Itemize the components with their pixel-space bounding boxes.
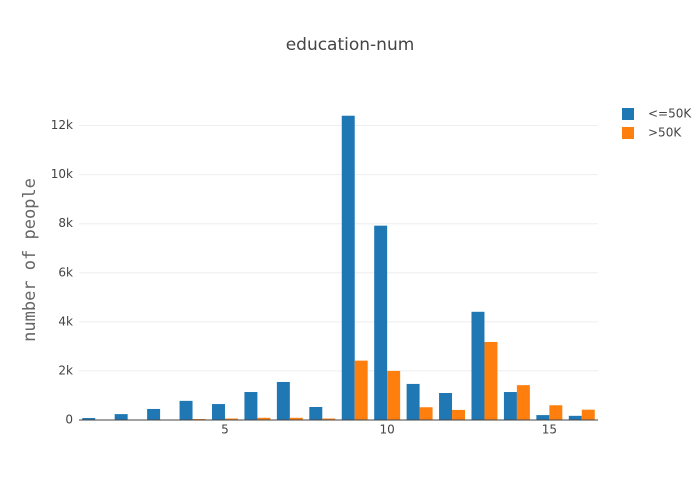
y-tick-label: 10k bbox=[51, 167, 73, 181]
bar bbox=[276, 381, 290, 420]
y-tick-label: 6k bbox=[58, 265, 73, 279]
y-tick-label: 2k bbox=[58, 363, 73, 377]
bar bbox=[82, 418, 96, 420]
bar bbox=[581, 409, 595, 420]
bar bbox=[374, 225, 388, 420]
bar bbox=[244, 392, 258, 420]
y-tick-label: 4k bbox=[58, 314, 73, 328]
bar bbox=[224, 418, 238, 420]
bar bbox=[516, 385, 530, 420]
y-axis-label: number of people bbox=[20, 178, 40, 342]
bar bbox=[179, 400, 193, 420]
chart-title: education-num bbox=[286, 35, 415, 55]
bar bbox=[484, 341, 498, 420]
legend-label: >50K bbox=[648, 126, 682, 140]
bar bbox=[354, 360, 368, 420]
bar bbox=[419, 407, 433, 420]
bar bbox=[503, 392, 517, 420]
bar bbox=[114, 414, 128, 420]
bar bbox=[147, 408, 161, 420]
bar bbox=[471, 311, 485, 420]
x-tick-label: 10 bbox=[380, 423, 395, 437]
bar bbox=[341, 115, 355, 420]
legend-swatch bbox=[622, 108, 634, 120]
bar bbox=[406, 383, 420, 420]
y-tick-label: 8k bbox=[58, 216, 73, 230]
bar bbox=[322, 418, 336, 420]
x-tick-label: 15 bbox=[542, 423, 557, 437]
bar bbox=[309, 406, 323, 420]
legend-label: <=50K bbox=[648, 107, 692, 121]
bar bbox=[568, 415, 582, 420]
bar bbox=[549, 405, 563, 420]
bar bbox=[439, 393, 453, 420]
bar bbox=[452, 409, 466, 420]
bar bbox=[211, 404, 225, 420]
bar bbox=[289, 417, 303, 420]
y-tick-label: 12k bbox=[51, 118, 73, 132]
y-tick-label: 0 bbox=[65, 413, 73, 427]
bar bbox=[387, 370, 401, 420]
x-tick-label: 5 bbox=[221, 423, 229, 437]
legend-swatch bbox=[622, 127, 634, 139]
bar bbox=[257, 417, 271, 420]
bar bbox=[536, 415, 550, 420]
